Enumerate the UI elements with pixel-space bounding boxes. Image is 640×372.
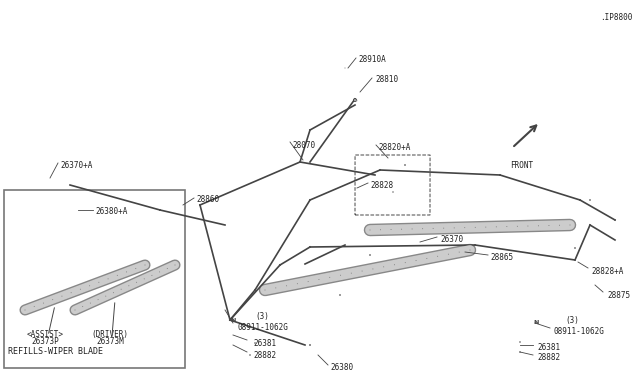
Text: FRONT: FRONT bbox=[510, 160, 533, 170]
Text: 28882: 28882 bbox=[537, 353, 560, 362]
Text: 28882: 28882 bbox=[253, 350, 276, 359]
Text: <ASSIST>: <ASSIST> bbox=[26, 330, 63, 339]
Circle shape bbox=[354, 99, 356, 101]
Text: (3): (3) bbox=[255, 312, 269, 321]
Text: 26380+A: 26380+A bbox=[95, 208, 127, 217]
Text: 26373P: 26373P bbox=[31, 337, 59, 346]
Text: 28910A: 28910A bbox=[358, 55, 386, 64]
Text: 26370+A: 26370+A bbox=[60, 160, 92, 170]
Text: 28860: 28860 bbox=[196, 196, 219, 205]
Text: (3): (3) bbox=[565, 317, 579, 326]
Text: 08911-1062G: 08911-1062G bbox=[553, 327, 604, 337]
Text: N: N bbox=[533, 321, 539, 326]
Text: REFILLS-WIPER BLADE: REFILLS-WIPER BLADE bbox=[8, 347, 103, 356]
Text: 26381: 26381 bbox=[537, 343, 560, 353]
Text: 28828+A: 28828+A bbox=[591, 267, 623, 276]
Text: 26380: 26380 bbox=[330, 363, 353, 372]
Text: 28875: 28875 bbox=[607, 291, 630, 299]
Text: 28820+A: 28820+A bbox=[378, 144, 410, 153]
Text: 26370: 26370 bbox=[440, 235, 463, 244]
Text: 26373M: 26373M bbox=[96, 337, 124, 346]
Text: N: N bbox=[230, 317, 236, 323]
Text: 28828: 28828 bbox=[370, 182, 393, 190]
Text: .IP8800: .IP8800 bbox=[600, 13, 632, 22]
FancyBboxPatch shape bbox=[4, 190, 185, 368]
Text: 08911-1062G: 08911-1062G bbox=[238, 324, 289, 333]
Text: 28865: 28865 bbox=[490, 253, 513, 263]
Text: (DRIVER): (DRIVER) bbox=[92, 330, 129, 339]
Circle shape bbox=[355, 99, 356, 100]
Text: 28070: 28070 bbox=[292, 141, 315, 150]
Text: 26381: 26381 bbox=[253, 339, 276, 347]
Text: 28810: 28810 bbox=[375, 76, 398, 84]
